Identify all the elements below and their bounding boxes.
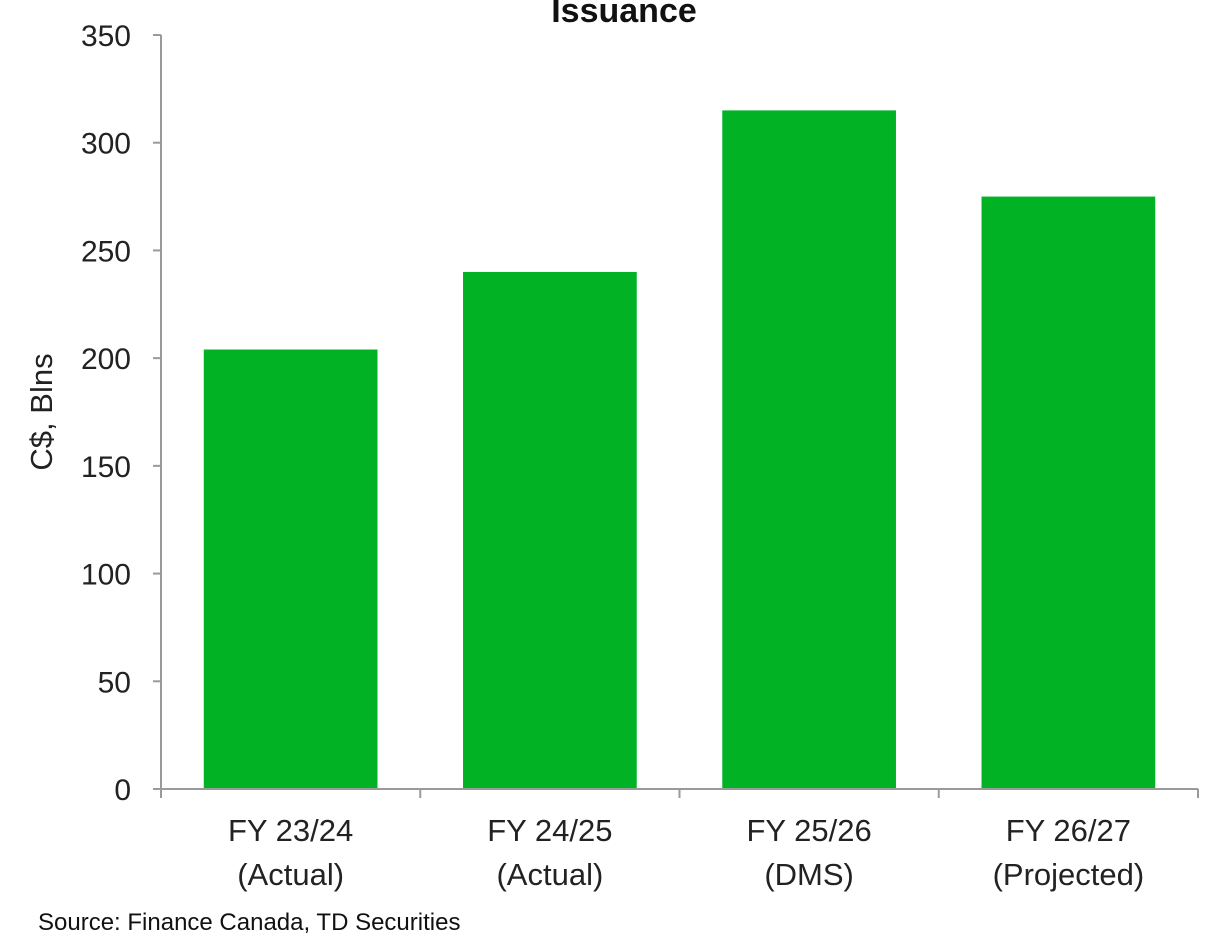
bar (203, 349, 378, 789)
y-tick-label: 300 (81, 128, 131, 161)
y-tick-label: 100 (81, 559, 131, 592)
x-category-label: FY 23/24 (228, 813, 353, 848)
y-tick-label: 0 (114, 774, 131, 807)
x-category-label: FY 24/25 (487, 813, 612, 848)
y-tick-label: 50 (98, 666, 131, 699)
x-axis-labels: FY 23/24 (Actual) FY 24/25 (Actual) FY 25/26… (228, 813, 1144, 892)
bar (463, 271, 637, 789)
x-category-label: FY 25/26 (747, 813, 872, 848)
y-axis-label: C$, Blns (24, 353, 59, 470)
bar (722, 110, 896, 789)
x-category-label: FY 26/27 (1006, 813, 1131, 848)
bars (203, 110, 1156, 790)
y-tick-label: 250 (81, 235, 131, 268)
y-tick-label: 350 (81, 20, 131, 53)
chart-title: Issuance (551, 0, 697, 30)
x-category-label: (Actual) (496, 857, 603, 892)
bar (981, 196, 1156, 790)
x-category-label: (Projected) (993, 857, 1145, 892)
x-category-label: (DMS) (764, 857, 854, 892)
x-category-label: (Actual) (237, 857, 344, 892)
y-axis-ticks: 0 50 100 150 200 250 300 350 (81, 20, 161, 807)
y-tick-label: 200 (81, 343, 131, 376)
source-note: Source: Finance Canada, TD Securities (38, 909, 460, 936)
x-axis-ticks (160, 789, 1199, 798)
y-tick-label: 150 (81, 451, 131, 484)
